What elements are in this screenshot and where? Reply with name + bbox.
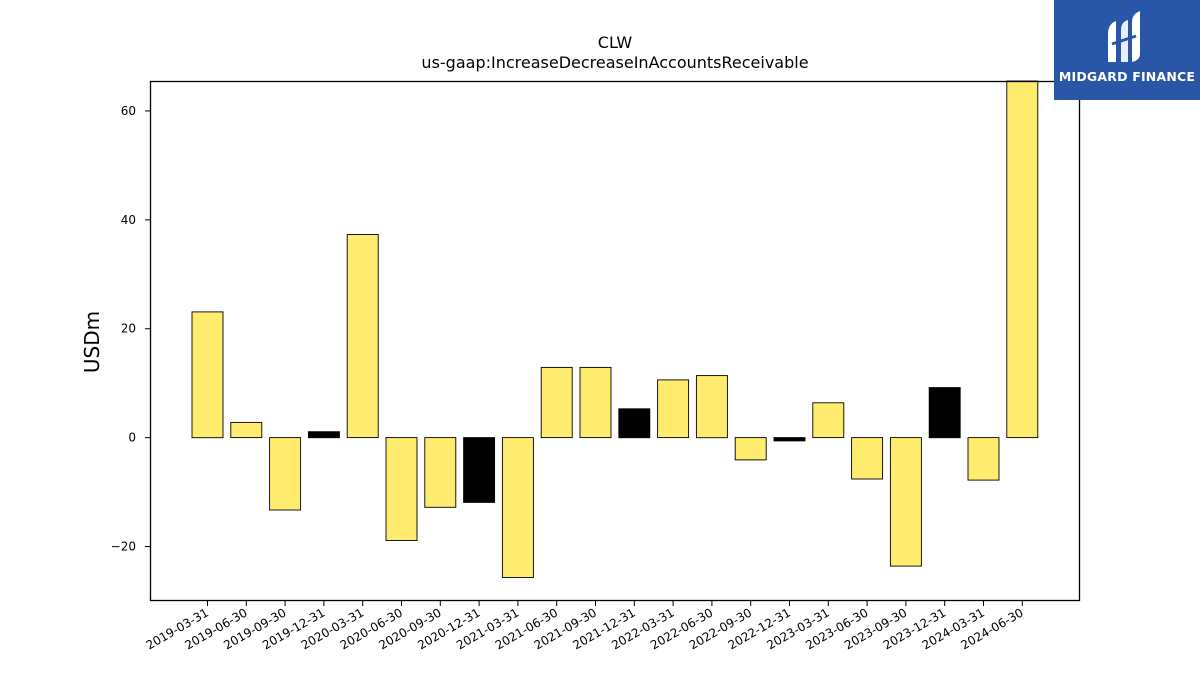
bar-2020-03-31	[346, 234, 379, 439]
bar-2022-09-30	[734, 437, 767, 461]
y-tick-label: 40	[121, 213, 136, 227]
x-axis-ticks: 2019-03-312019-06-302019-09-302019-12-31…	[144, 601, 1026, 652]
y-axis-label: USDm	[80, 311, 104, 373]
chart-subtitle: us-gaap:IncreaseDecreaseInAccountsReceiv…	[421, 53, 808, 72]
y-tick-label: −20	[111, 540, 136, 554]
y-tick-label: 60	[121, 104, 136, 118]
bar-2022-06-30	[695, 375, 728, 439]
chart-title: CLW	[598, 33, 633, 52]
bar-2021-06-30	[540, 366, 573, 439]
brand-name: MIDGARD FINANCE	[1058, 69, 1196, 84]
bar-2023-06-30	[851, 437, 884, 480]
bar-group	[191, 80, 1039, 578]
bar-2021-12-31	[618, 408, 651, 439]
bar-2019-03-31	[191, 311, 224, 439]
bar-2019-06-30	[230, 421, 263, 439]
bar-2021-03-31	[501, 437, 534, 578]
y-axis-ticks: −20 0 20 40 60	[111, 104, 150, 554]
bar-2021-09-30	[579, 366, 612, 439]
bar-2024-03-31	[967, 437, 1000, 481]
bar-2019-09-30	[269, 437, 302, 511]
bar-2020-12-31	[463, 437, 496, 503]
bar-2022-12-31	[773, 437, 806, 442]
bar-2020-06-30	[385, 437, 418, 541]
bar-2024-06-30	[1006, 80, 1039, 439]
bar-2023-09-30	[889, 437, 922, 567]
bar-2023-03-31	[812, 402, 845, 439]
bar-2019-12-31	[307, 431, 340, 439]
y-tick-label: 0	[128, 431, 136, 445]
bar-2020-09-30	[424, 437, 457, 508]
y-tick-label: 20	[121, 322, 136, 336]
bar-2023-12-31	[928, 387, 961, 439]
midgard-logo-icon	[1108, 11, 1140, 62]
plot-frame	[149, 80, 1081, 602]
bar-2022-03-31	[657, 379, 690, 439]
brand-logo: MIDGARD FINANCE	[1054, 0, 1200, 100]
